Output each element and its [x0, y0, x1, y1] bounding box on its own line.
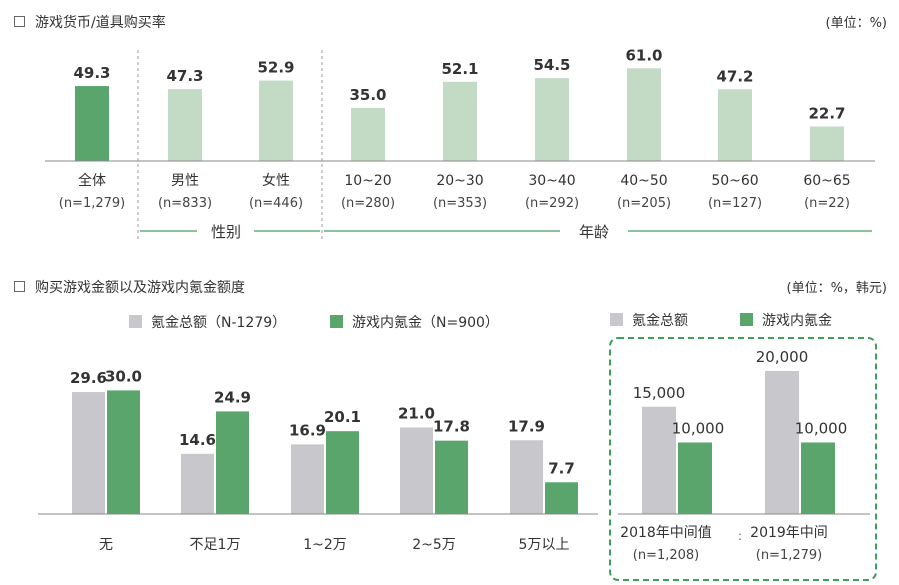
section1-unit: (单位：%) — [825, 16, 888, 31]
sample-size-label: (n=22) — [804, 196, 850, 211]
bar — [400, 427, 433, 514]
category-label: 2018年中间值 — [620, 525, 712, 541]
bar — [107, 390, 140, 514]
sample-size-label: (n=292) — [525, 196, 579, 211]
sample-size-label: (n=205) — [617, 196, 671, 211]
value-label: 20.1 — [324, 408, 361, 426]
bar — [545, 482, 578, 514]
category-label: 30~40 — [528, 173, 575, 189]
category-label: 20~30 — [436, 173, 483, 189]
sample-size-label: (n=127) — [708, 196, 762, 211]
sample-size-label: (n=1,279) — [756, 548, 823, 563]
bar — [510, 440, 543, 514]
value-label: 61.0 — [625, 46, 662, 64]
category-label: 50~60 — [711, 173, 758, 189]
value-label: 10,000 — [795, 420, 848, 438]
bar — [718, 89, 752, 161]
group-label-age: 年龄 — [579, 223, 609, 241]
bar — [801, 442, 835, 514]
value-label: 54.5 — [533, 56, 570, 74]
sample-size-label: (n=833) — [158, 196, 212, 211]
bar — [678, 442, 712, 514]
bar — [765, 371, 799, 514]
value-label: 35.0 — [349, 86, 386, 104]
group-label-gender: 性别 — [211, 223, 241, 241]
legend-swatch — [740, 313, 753, 326]
legend-label: 游戏内氪金 — [762, 313, 832, 329]
bar — [810, 126, 844, 161]
bar — [259, 80, 293, 161]
category-label: 5万以上 — [519, 537, 570, 553]
bar — [72, 392, 105, 514]
legend-swatch — [330, 315, 343, 328]
sample-size-label: (n=1,208) — [633, 548, 700, 563]
category-label: 60~65 — [803, 173, 850, 189]
legend-label: 氪金总额（N-1279） — [151, 315, 286, 331]
value-label: 15,000 — [633, 384, 686, 402]
bar — [326, 431, 359, 514]
bar — [351, 107, 385, 161]
sample-size-label: (n=353) — [433, 196, 487, 211]
section1-title: 游戏货币/道具购买率 — [14, 12, 166, 32]
bar — [75, 86, 109, 161]
legend-swatch — [610, 313, 623, 326]
highlight-box — [609, 337, 877, 581]
category-label: 无 — [99, 537, 113, 553]
value-label: 20,000 — [756, 348, 809, 366]
sample-size-label: (n=446) — [249, 196, 303, 211]
category-label: 40~50 — [620, 173, 667, 189]
legend-swatch — [129, 315, 142, 328]
value-label: 22.7 — [808, 104, 845, 122]
sample-size-label: (n=1,279) — [59, 196, 126, 211]
category-label: 1~2万 — [303, 537, 347, 553]
value-label: 14.6 — [179, 431, 216, 449]
legend-label: 游戏内氪金（N=900） — [352, 315, 499, 331]
bar — [216, 411, 249, 514]
category-label: 不足1万 — [190, 537, 241, 553]
value-label: 52.9 — [257, 59, 294, 77]
bar — [642, 406, 676, 514]
value-label: 21.0 — [398, 404, 435, 422]
category-label: 2019年中间 — [750, 525, 828, 541]
square-bullet-icon — [14, 16, 25, 27]
purchase-rate-chart: 49.3 全体 (n=1,279) 47.3 男性 (n=833) 52.9 女性 (n=446… — [45, 46, 875, 241]
category-label: 女性 — [262, 172, 290, 189]
bar — [535, 78, 569, 161]
bar — [627, 68, 661, 161]
bar — [291, 444, 324, 514]
value-label: 49.3 — [73, 64, 110, 82]
value-label: 29.6 — [70, 369, 107, 387]
value-label: 30.0 — [105, 367, 142, 385]
value-label: 16.9 — [289, 421, 326, 439]
bar — [435, 440, 468, 514]
value-label: 17.8 — [433, 418, 470, 436]
category-label: 全体 — [78, 172, 106, 189]
separator: : — [738, 529, 742, 543]
value-label: 47.2 — [716, 67, 753, 85]
legend-label: 氪金总额 — [632, 313, 688, 329]
value-label: 7.7 — [548, 459, 575, 477]
value-label: 52.1 — [441, 60, 478, 78]
section2-title: 购买游戏金额以及游戏内氪金额度 — [14, 277, 245, 297]
section2-unit: (单位：%，韩元) — [786, 281, 888, 296]
bar — [443, 81, 477, 161]
value-label: 47.3 — [166, 67, 203, 85]
median-spending-chart: 15,000 20,000 10,000 10,000 2018年中间值 (n=1,208… — [609, 313, 877, 581]
category-label: 10~20 — [344, 173, 391, 189]
spending-amount-chart: 29.6 14.6 16.9 21.0 17.9 30.0 24.9 20.1 17.8 7.7 无… — [38, 315, 598, 553]
value-label: 17.9 — [508, 417, 545, 435]
bar — [168, 89, 202, 161]
value-label: 24.9 — [214, 388, 251, 406]
square-bullet-icon — [14, 281, 25, 292]
value-label: 10,000 — [672, 420, 725, 438]
category-label: 男性 — [171, 173, 199, 189]
category-label: 2~5万 — [412, 537, 456, 553]
sample-size-label: (n=280) — [341, 196, 395, 211]
bar — [181, 453, 214, 514]
